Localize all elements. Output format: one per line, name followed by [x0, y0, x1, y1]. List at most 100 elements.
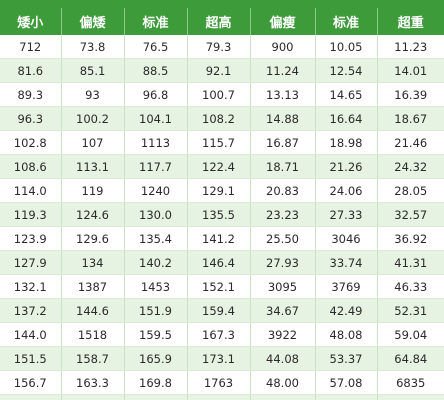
- table-cell: 20.83: [250, 178, 316, 203]
- table-cell: 13.13: [250, 82, 316, 107]
- table-row: 89.3 93 96.8 100.7 13.13 14.65 16.39: [0, 82, 444, 107]
- table-cell: 1240: [124, 178, 188, 203]
- table-row: 102.8 107 1113 115.7 16.87 18.98 21.46: [0, 130, 444, 155]
- table-cell: 93: [61, 82, 125, 107]
- table-cell: 81.6: [0, 58, 62, 83]
- growth-standard-table: 矮小 偏矮 标准 超高 偏瘦 标准 超重 712 73.8 76.5 79.3 900 1…: [0, 8, 444, 400]
- table-cell: 24.06: [315, 178, 378, 203]
- table-cell: 85.1: [61, 58, 125, 83]
- table-cell: 88.5: [124, 58, 188, 83]
- table-cell: 108.6: [0, 154, 62, 179]
- table-cell: 163.3: [61, 370, 125, 395]
- table-cell: 159.5: [124, 322, 188, 347]
- table-cell: 33.74: [315, 250, 378, 275]
- table-cell: 1518: [61, 322, 125, 347]
- table-cell: 1387: [61, 274, 125, 299]
- table-cell: 3922: [250, 322, 316, 347]
- column-header-height-below: 偏矮: [61, 8, 125, 35]
- table-cell: 14.01: [377, 58, 444, 83]
- table-cell: 21.46: [377, 130, 444, 155]
- column-header-height-short: 矮小: [0, 8, 62, 35]
- table-cell: 16.87: [250, 130, 316, 155]
- table-row: 114.0 119 1240 129.1 20.83 24.06 28.05: [0, 178, 444, 203]
- table-cell: 34.67: [250, 298, 316, 323]
- table-cell: 70.20: [377, 394, 444, 400]
- table-cell: 16.64: [315, 106, 378, 131]
- table-cell: 146.4: [187, 250, 251, 275]
- table-cell: 129.6: [61, 226, 125, 251]
- table-cell: 141.2: [187, 226, 251, 251]
- table-cell: 21.26: [315, 154, 378, 179]
- table-cell: 114.0: [0, 178, 62, 203]
- column-header-height-standard: 标准: [124, 8, 188, 35]
- table-cell: 129.1: [187, 178, 251, 203]
- table-cell: 151.9: [124, 298, 188, 323]
- table-cell: 18.67: [377, 106, 444, 131]
- table-cell: 27.93: [250, 250, 316, 275]
- table-row: 119.3 124.6 130.0 135.5 23.23 27.33 32.57: [0, 202, 444, 227]
- table-cell: 59.35: [315, 394, 378, 400]
- table-cell: 89.3: [0, 82, 62, 107]
- table-cell: 165.4: [61, 394, 125, 400]
- table-cell: 48.08: [315, 322, 378, 347]
- table-cell: 18.71: [250, 154, 316, 179]
- table-cell: 152.1: [187, 274, 251, 299]
- table-cell: 137.2: [0, 298, 62, 323]
- table-cell: 135.5: [187, 202, 251, 227]
- table-cell: 107: [61, 130, 125, 155]
- table-cell: 18.98: [315, 130, 378, 155]
- column-header-weight-standard: 标准: [315, 8, 378, 35]
- table-row: 81.6 85.1 88.5 92.1 11.24 12.54 14.01: [0, 58, 444, 83]
- table-cell: 151.5: [0, 346, 62, 371]
- table-cell: 140.2: [124, 250, 188, 275]
- table-cell: 113.1: [61, 154, 125, 179]
- table-cell: 165.9: [124, 346, 188, 371]
- table-cell: 25.50: [250, 226, 316, 251]
- table-cell: 6835: [377, 370, 444, 395]
- table-cell: 16.39: [377, 82, 444, 107]
- weight-group-header-cropped: — — —: [310, 0, 366, 7]
- table-cell: 173.1: [187, 346, 251, 371]
- table-cell: 36.92: [377, 226, 444, 251]
- table-row: 159.1165.4171.6177.850.6259.3570.20: [0, 394, 444, 400]
- table-cell: 156.7: [0, 370, 62, 395]
- table-row: 137.2 144.6 151.9 159.4 34.67 42.49 52.31: [0, 298, 444, 323]
- table-cell: 135.4: [124, 226, 188, 251]
- table-row: 132.1 1387 1453 152.1 3095 3769 46.33: [0, 274, 444, 299]
- table-cell: 57.08: [315, 370, 378, 395]
- table-cell: 108.2: [187, 106, 251, 131]
- table-cell: 900: [250, 35, 316, 59]
- table-cell: 134: [61, 250, 125, 275]
- table-cell: 123.9: [0, 226, 62, 251]
- table-cell: 104.1: [124, 106, 188, 131]
- table-row: 712 73.8 76.5 79.3 900 10.05 11.23: [0, 35, 444, 59]
- table-cell: 11.24: [250, 58, 316, 83]
- table-cell: 76.5: [124, 35, 188, 59]
- table-cell: 42.49: [315, 298, 378, 323]
- table-cell: 53.37: [315, 346, 378, 371]
- table-row: 96.3 100.2 104.1 108.2 14.88 16.64 18.67: [0, 106, 444, 131]
- table-cell: 132.1: [0, 274, 62, 299]
- table-cell: 10.05: [315, 35, 378, 59]
- table-cell: 144.6: [61, 298, 125, 323]
- column-header-weight-over: 超重: [377, 8, 444, 35]
- table-cell: 14.65: [315, 82, 378, 107]
- table-row: 156.7 163.3 169.8 1763 48.00 57.08 6835: [0, 370, 444, 395]
- table-cell: 59.04: [377, 322, 444, 347]
- table-cell: 3046: [315, 226, 378, 251]
- table-cell: 79.3: [187, 35, 251, 59]
- table-cell: 130.0: [124, 202, 188, 227]
- table-cell: 12.54: [315, 58, 378, 83]
- table-cell: 96.8: [124, 82, 188, 107]
- table-cell: 96.3: [0, 106, 62, 131]
- table-cell: 177.8: [187, 394, 251, 400]
- table-cell: 171.6: [124, 394, 188, 400]
- table-cell: 127.9: [0, 250, 62, 275]
- table-cell: 27.33: [315, 202, 378, 227]
- table-cell: 14.88: [250, 106, 316, 131]
- table-cell: 32.57: [377, 202, 444, 227]
- table-cell: 119.3: [0, 202, 62, 227]
- table-cell: 1453: [124, 274, 188, 299]
- column-header-row: 矮小 偏矮 标准 超高 偏瘦 标准 超重: [0, 8, 444, 35]
